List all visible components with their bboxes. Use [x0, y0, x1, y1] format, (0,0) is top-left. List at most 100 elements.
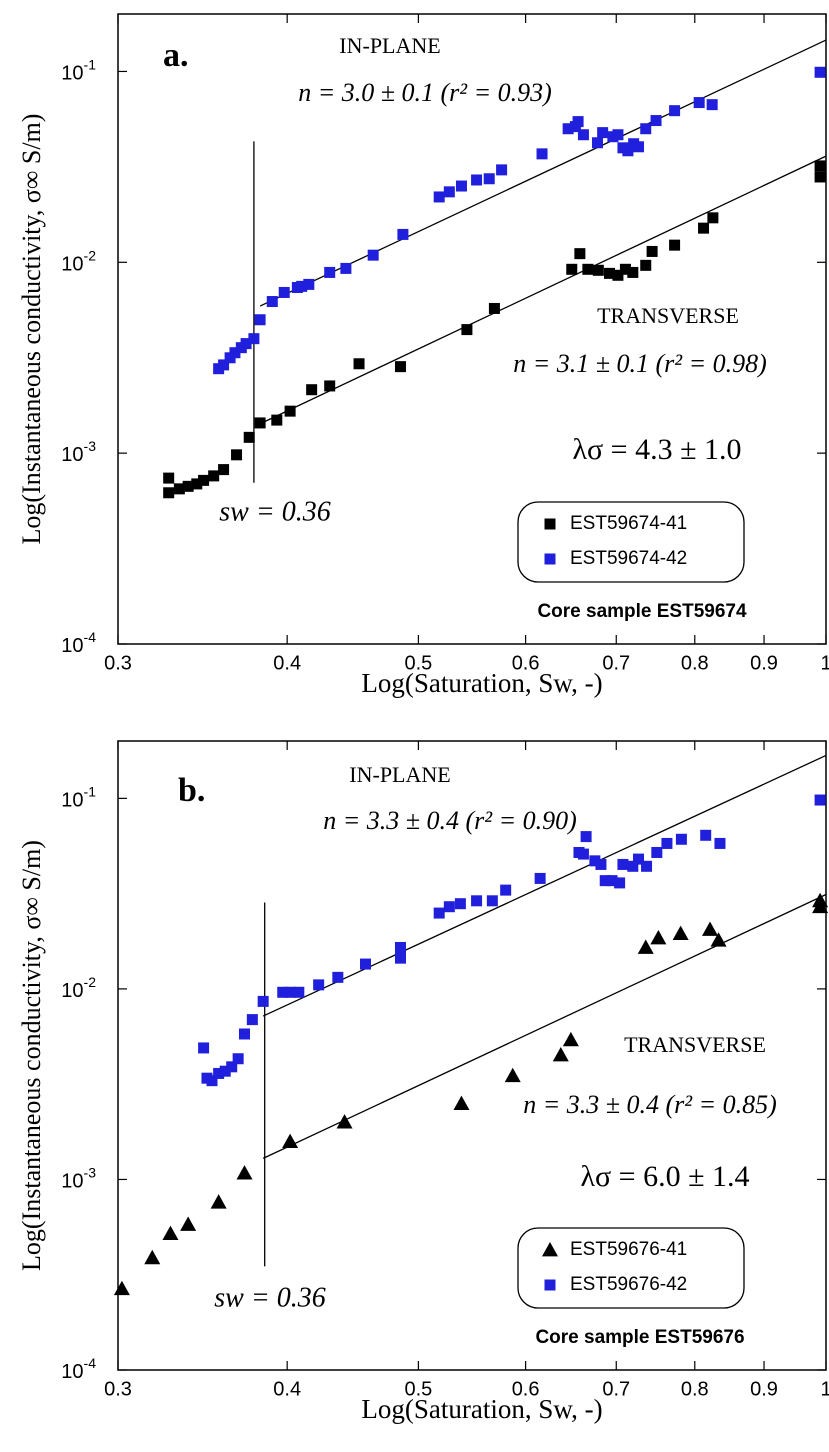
annotation: n = 3.0 ± 0.1 (r² = 0.93)	[298, 78, 552, 107]
data-point	[483, 173, 495, 185]
data-point	[536, 148, 548, 160]
data-point	[650, 929, 667, 945]
data-point	[627, 860, 639, 872]
data-point	[606, 875, 618, 887]
y-tick-exponent: -4	[84, 1355, 97, 1371]
data-point	[206, 1075, 218, 1087]
data-point	[633, 141, 645, 153]
data-point	[243, 431, 255, 443]
y-tick-base: 10	[61, 63, 83, 85]
annotation: Core sample EST59674	[537, 601, 747, 622]
y-tick-label: 10-2	[61, 247, 96, 276]
panel: 0.3 0.4 0.5 0.6 0.7 0.8 0.9 110-410-310-210-1 b.…	[17, 740, 829, 1424]
legend-box	[517, 501, 745, 583]
data-point	[191, 478, 203, 490]
data-point	[661, 837, 673, 849]
data-point	[455, 180, 467, 192]
y-tick-exponent: -3	[84, 1164, 97, 1180]
legend: EST59674-41 EST59674-42	[517, 501, 745, 583]
data-point	[433, 907, 445, 919]
data-point	[332, 971, 344, 983]
x-tick-label: 0.7	[602, 1378, 630, 1400]
data-point	[619, 263, 631, 275]
annotation: TRANSVERSE	[624, 1032, 766, 1057]
data-point	[592, 264, 604, 276]
x-tick-label: 0.4	[273, 652, 301, 674]
data-point	[471, 174, 483, 186]
x-tick-label: 0.8	[681, 1378, 709, 1400]
x-tick-label: 0.5	[404, 1378, 432, 1400]
data-point	[488, 302, 500, 314]
y-tick-label: 10-2	[61, 974, 96, 1003]
data-point	[231, 449, 243, 461]
data-point	[595, 858, 607, 870]
y-tick-exponent: -4	[84, 629, 97, 645]
data-point	[173, 483, 185, 495]
y-tick-exponent: -2	[84, 247, 97, 263]
data-point	[651, 846, 663, 858]
legend-label: EST59676-42	[570, 1274, 687, 1295]
data-point	[589, 855, 601, 867]
y-tick-label: 10-1	[61, 56, 96, 85]
annotation: IN-PLANE	[349, 762, 450, 787]
data-point	[336, 1114, 353, 1129]
y-tick-label: 10-3	[61, 1164, 96, 1193]
data-point	[672, 925, 689, 941]
data-point	[640, 123, 652, 135]
data-point	[614, 877, 626, 889]
data-point	[180, 1216, 197, 1231]
x-tick-label: 1	[820, 1378, 829, 1400]
data-point	[232, 1053, 244, 1065]
data-point	[367, 249, 379, 261]
data-point	[597, 127, 609, 139]
x-tick-label: 0.5	[404, 652, 432, 674]
data-point	[622, 145, 634, 157]
x-tick-label: 0.9	[750, 1378, 778, 1400]
data-point	[617, 858, 629, 870]
legend-marker	[544, 518, 556, 530]
data-point	[562, 123, 574, 135]
data-point	[814, 66, 826, 78]
data-point	[353, 358, 365, 370]
data-point	[324, 380, 336, 392]
data-point	[210, 1194, 227, 1209]
legend: EST59676-41 EST59676-42	[517, 1227, 745, 1309]
legend-marker	[544, 1279, 556, 1291]
data-point	[572, 116, 584, 128]
data-point	[218, 359, 230, 371]
data-point	[675, 833, 687, 845]
x-tick-label: 0.6	[512, 1378, 540, 1400]
y-tick-exponent: -1	[84, 56, 97, 72]
y-tick-base: 10	[61, 980, 83, 1002]
data-point	[278, 286, 290, 298]
data-point	[182, 480, 194, 492]
data-point	[814, 160, 826, 172]
data-point	[812, 898, 829, 914]
y-tick-exponent: -2	[84, 974, 97, 990]
data-point	[591, 137, 603, 149]
data-point	[646, 245, 658, 257]
data-point	[577, 129, 589, 141]
data-point	[443, 186, 455, 198]
y-tick-base: 10	[61, 1361, 83, 1383]
annotation: sw = 0.36	[214, 1282, 325, 1313]
y-tick-base: 10	[61, 635, 83, 657]
data-point	[296, 280, 308, 292]
data-point	[552, 1046, 569, 1062]
data-point	[271, 414, 283, 426]
x-axis-label: Log(Saturation, Sw, -)	[361, 1394, 602, 1424]
data-point	[198, 474, 210, 486]
y-axis-label: Log(Instantaneous conductivity, σ∞ S/m)	[17, 840, 46, 1271]
data-point	[163, 472, 175, 484]
data-point	[669, 105, 681, 117]
data-point	[496, 164, 508, 176]
data-point	[500, 884, 512, 896]
data-point	[693, 97, 705, 109]
data-point	[669, 239, 681, 251]
y-tick-label: 10-4	[61, 1355, 96, 1384]
data-point	[710, 932, 727, 947]
data-point	[113, 1280, 130, 1296]
data-point	[246, 1014, 258, 1026]
data-point	[443, 901, 455, 913]
x-tick-label: 0.8	[681, 652, 709, 674]
